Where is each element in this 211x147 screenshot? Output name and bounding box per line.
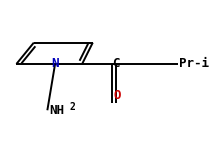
Text: C: C: [112, 57, 120, 70]
Text: O: O: [113, 89, 121, 102]
Text: NH: NH: [49, 104, 64, 117]
Text: 2: 2: [70, 102, 76, 112]
Text: Pr-i: Pr-i: [179, 57, 209, 70]
Text: N: N: [51, 57, 59, 70]
